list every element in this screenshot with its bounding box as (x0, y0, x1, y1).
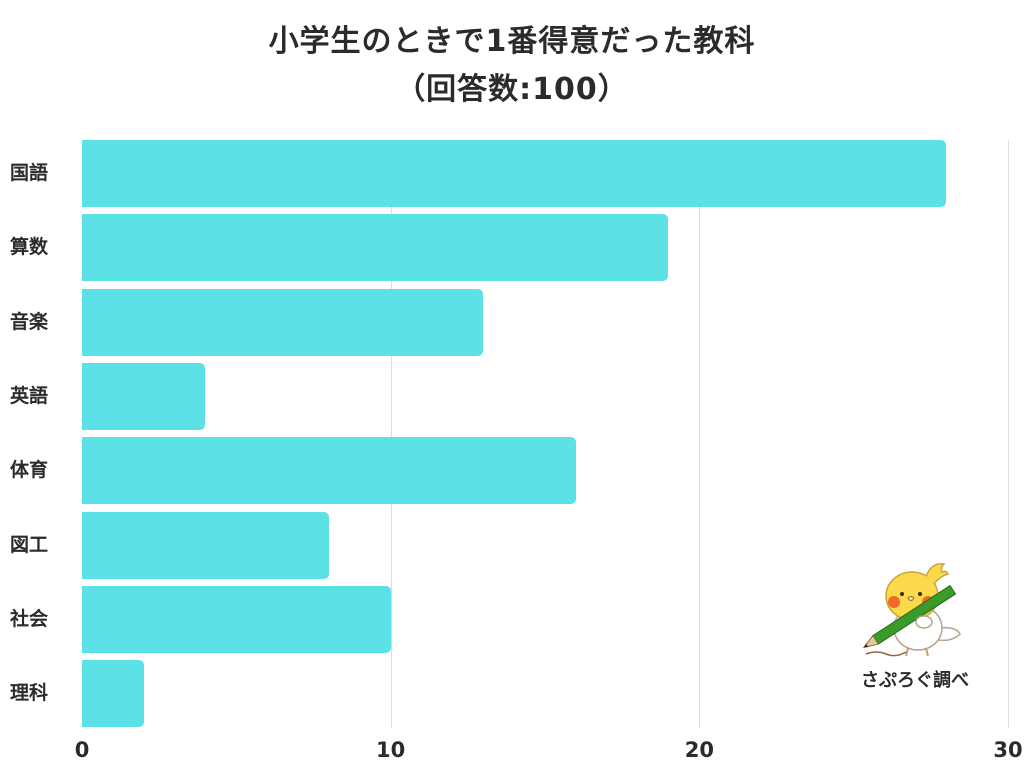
bar (82, 585, 391, 653)
category-label: 音楽 (10, 310, 49, 333)
bird-with-pencil-icon (846, 556, 986, 666)
gridline (390, 140, 392, 728)
category-label: 理科 (10, 682, 49, 705)
category-label: 社会 (10, 607, 49, 630)
bar (82, 214, 669, 282)
gridline (1008, 140, 1009, 728)
tick-label: 0 (74, 738, 90, 762)
bar (82, 362, 206, 430)
category-label: 体育 (10, 459, 49, 482)
chart-title: 小学生のときで1番得意だった教科 (268, 24, 756, 59)
tick-label: 10 (376, 738, 406, 762)
tick-label: 30 (993, 738, 1023, 762)
bar (82, 511, 329, 579)
plot-area (82, 140, 1009, 728)
category-label: 図工 (10, 533, 49, 556)
category-label: 国語 (10, 162, 49, 184)
tick-label: 20 (684, 738, 714, 762)
gridline (699, 140, 701, 728)
bar (82, 288, 484, 356)
source-credit: さぷろぐ調べ (861, 670, 969, 691)
bar (82, 660, 144, 728)
bar (82, 140, 947, 207)
chart-subtitle: （回答数:100） (395, 72, 629, 107)
category-label: 算数 (10, 236, 49, 259)
bar (82, 437, 576, 505)
category-label: 英語 (10, 384, 49, 407)
